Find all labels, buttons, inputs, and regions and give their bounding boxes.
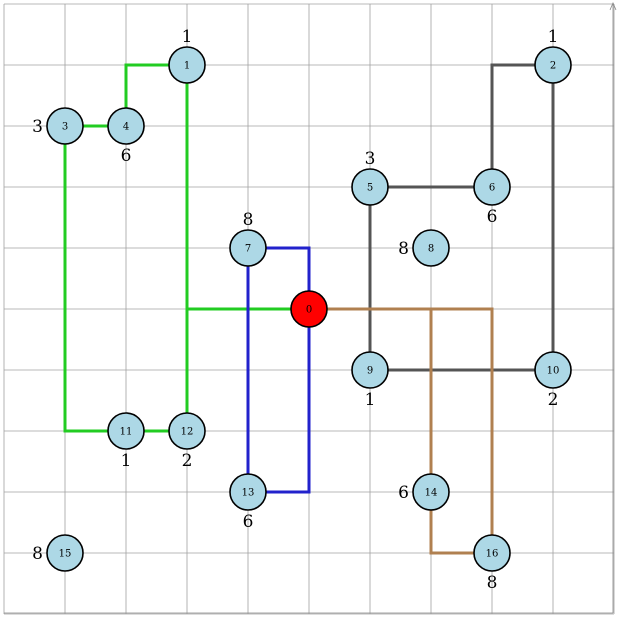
edge-blue — [246, 246, 311, 494]
node-label: 2 — [182, 451, 193, 471]
node-id: 1 — [184, 61, 190, 72]
node-id: 14 — [425, 488, 438, 499]
node-id: 12 — [181, 427, 194, 438]
node-12: 12 2 — [168, 412, 206, 471]
node-label: 1 — [548, 27, 559, 47]
node-label: 6 — [487, 207, 498, 227]
axes — [4, 1, 617, 614]
node-13: 13 6 — [229, 473, 267, 532]
node-circle — [412, 229, 450, 267]
node-label: 3 — [32, 117, 43, 137]
edge-gray — [368, 63, 555, 372]
node-id: 16 — [486, 549, 499, 560]
node-circle — [168, 46, 206, 84]
node-label: 8 — [398, 239, 409, 259]
node-circle — [107, 107, 145, 145]
node-circle — [351, 168, 389, 206]
node-label: 3 — [365, 149, 376, 169]
node-circle — [229, 229, 267, 267]
node-label: 6 — [398, 483, 409, 503]
node-label: 2 — [548, 390, 559, 410]
node-label: 1 — [182, 27, 193, 47]
node-circle — [412, 473, 450, 511]
node-circle — [107, 412, 145, 450]
y-axis-arrow-icon — [609, 1, 617, 11]
node-circle — [534, 351, 572, 389]
node-circle — [46, 534, 84, 572]
node-8: 88 — [398, 229, 450, 267]
node-9: 91 — [351, 351, 389, 410]
node-circle — [229, 473, 267, 511]
node-id: 3 — [62, 122, 68, 133]
node-circle — [473, 168, 511, 206]
node-label: 6 — [121, 146, 132, 166]
node-10: 10 2 — [534, 351, 572, 410]
node-label: 1 — [121, 451, 132, 471]
node-circle — [351, 351, 389, 389]
node-label: 8 — [243, 210, 254, 230]
edge-brown — [429, 309, 492, 555]
node-label: 1 — [365, 390, 376, 410]
node-7: 78 — [229, 210, 267, 267]
node-id: 6 — [489, 183, 495, 194]
node-circle — [534, 46, 572, 84]
node-15: 15 8 — [32, 534, 84, 572]
node-6: 66 — [473, 168, 511, 227]
node-circle — [168, 412, 206, 450]
node-2: 21 — [534, 27, 572, 84]
node-id: 8 — [428, 244, 434, 255]
node-label: 8 — [32, 544, 43, 564]
node-label: 8 — [487, 573, 498, 593]
node-id: 15 — [59, 549, 72, 560]
node-16: 16 8 — [473, 534, 511, 593]
node-id: 0 — [306, 305, 312, 316]
node-4: 46 — [107, 107, 145, 166]
node-id: 7 — [245, 244, 251, 255]
edge-green — [124, 63, 187, 126]
edge-brown — [309, 307, 494, 553]
node-id: 13 — [242, 488, 255, 499]
node-circle — [473, 534, 511, 572]
node-3: 33 — [32, 107, 84, 145]
node-5: 53 — [351, 149, 389, 206]
node-id: 10 — [547, 366, 560, 377]
node-id: 5 — [367, 183, 373, 194]
node-id: 4 — [123, 122, 129, 133]
node-label: 6 — [243, 512, 254, 532]
node-14: 14 6 — [398, 473, 450, 511]
node-1: 11 — [168, 27, 206, 84]
node-id: 11 — [120, 427, 133, 438]
node-circle — [46, 107, 84, 145]
node-id: 2 — [550, 61, 556, 72]
node-id: 9 — [367, 366, 373, 377]
node-11: 111 — [107, 412, 145, 471]
node-0: 0 — [290, 290, 328, 328]
node-circle — [290, 290, 328, 328]
